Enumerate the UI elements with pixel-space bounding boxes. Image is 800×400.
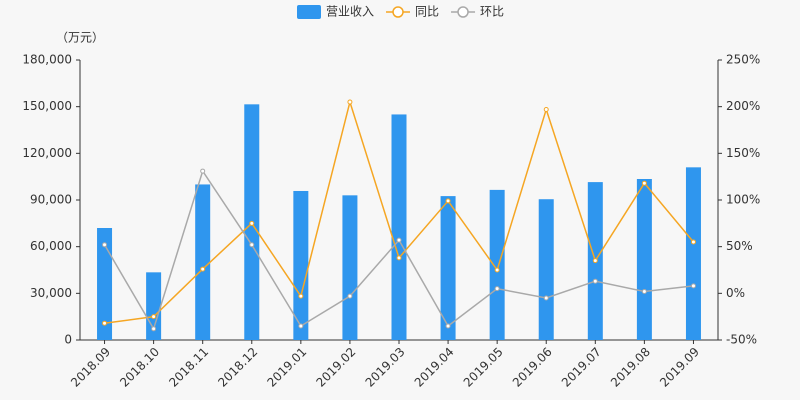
point bbox=[690, 239, 696, 245]
bar bbox=[489, 189, 505, 340]
bar bbox=[636, 179, 652, 340]
y2-tick-label: 150% bbox=[726, 146, 760, 160]
y2-tick-label: 50% bbox=[726, 239, 753, 253]
point bbox=[200, 168, 206, 174]
bar bbox=[195, 184, 211, 340]
point bbox=[249, 220, 255, 226]
y-tick-label: 0 bbox=[64, 333, 72, 347]
bar bbox=[293, 190, 309, 340]
point bbox=[396, 255, 402, 261]
point bbox=[592, 278, 598, 284]
legend-swatch bbox=[392, 6, 404, 18]
bar bbox=[391, 114, 407, 340]
bar bbox=[440, 196, 456, 340]
y-tick-label: 120,000 bbox=[22, 146, 72, 160]
y-unit: （万元） bbox=[56, 31, 104, 45]
point bbox=[641, 288, 647, 294]
bar bbox=[685, 167, 701, 340]
y2-tick-label: 0% bbox=[726, 286, 745, 300]
point bbox=[445, 198, 451, 204]
bar bbox=[538, 199, 554, 340]
y2-tick-label: 200% bbox=[726, 99, 760, 113]
y2-tick-label: 250% bbox=[726, 53, 760, 67]
y-tick-label: 150,000 bbox=[22, 99, 72, 113]
y2-tick-label: 100% bbox=[726, 193, 760, 207]
y-tick-label: 60,000 bbox=[30, 239, 72, 253]
point bbox=[298, 323, 304, 329]
point bbox=[690, 283, 696, 289]
point bbox=[249, 242, 255, 248]
legend-swatch bbox=[297, 5, 321, 19]
point bbox=[347, 99, 353, 105]
point bbox=[494, 267, 500, 273]
point bbox=[151, 326, 157, 332]
point bbox=[494, 286, 500, 292]
y-tick-label: 30,000 bbox=[30, 286, 72, 300]
legend-swatch bbox=[457, 6, 469, 18]
bar bbox=[97, 228, 113, 340]
point bbox=[102, 242, 108, 248]
point bbox=[396, 237, 402, 243]
point bbox=[102, 320, 108, 326]
point bbox=[298, 293, 304, 299]
point bbox=[543, 106, 549, 112]
y-tick-label: 90,000 bbox=[30, 193, 72, 207]
legend-label: 环比 bbox=[480, 5, 504, 19]
point bbox=[543, 295, 549, 301]
point bbox=[641, 180, 647, 186]
point bbox=[592, 258, 598, 264]
legend-label: 同比 bbox=[415, 5, 439, 19]
point bbox=[445, 323, 451, 329]
legend-label: 营业收入 bbox=[326, 5, 374, 19]
bar bbox=[342, 195, 358, 340]
y-tick-label: 180,000 bbox=[22, 53, 72, 67]
y2-tick-label: -50% bbox=[726, 333, 757, 347]
point bbox=[200, 266, 206, 272]
point bbox=[347, 293, 353, 299]
point bbox=[151, 314, 157, 320]
